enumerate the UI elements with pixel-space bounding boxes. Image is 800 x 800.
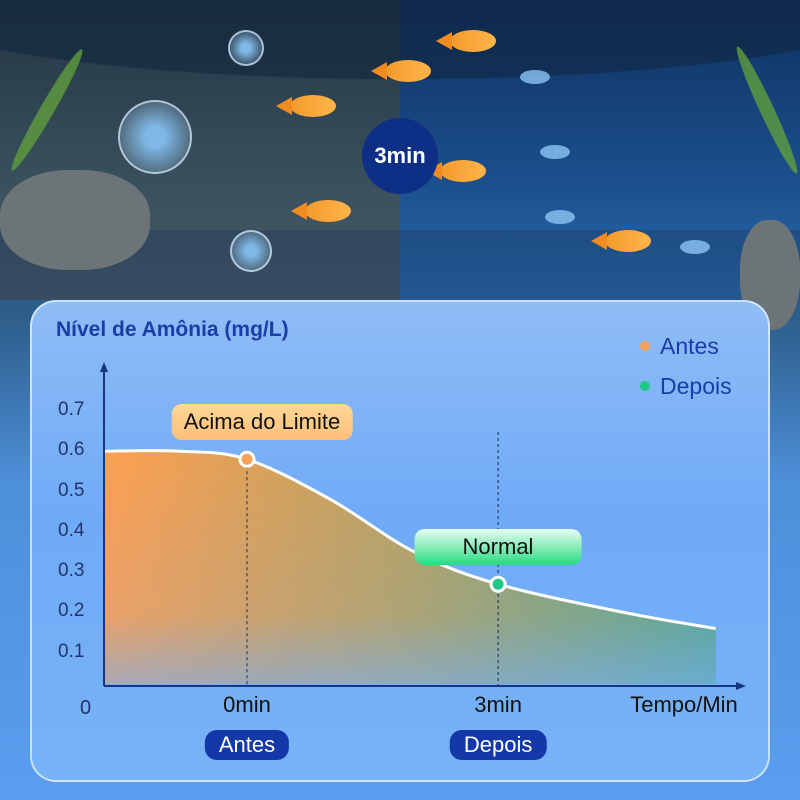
x-tick-label: 3min bbox=[474, 692, 522, 717]
annotation-antes: Acima do Limite bbox=[171, 404, 353, 440]
rock bbox=[0, 170, 150, 270]
time-badge: 3min bbox=[362, 118, 438, 194]
x-tick-label: 0min bbox=[223, 692, 271, 717]
y-tick-label: 0.4 bbox=[58, 519, 85, 541]
data-point-antes bbox=[238, 450, 256, 468]
legend-label: Depois bbox=[660, 372, 732, 399]
chart-title: Nível de Amônia (mg/L) bbox=[56, 318, 289, 341]
x-axis-arrow-icon bbox=[736, 682, 746, 690]
y-tick-label: 0.6 bbox=[58, 439, 85, 461]
legend: Antes Depois bbox=[640, 326, 732, 406]
x-axis-label: Tempo/Min bbox=[630, 692, 738, 717]
y-axis-arrow-icon bbox=[100, 362, 108, 372]
green-dot-icon bbox=[640, 381, 650, 391]
bacteria-bubble-icon bbox=[118, 100, 192, 174]
legend-item-depois: Depois bbox=[640, 366, 732, 406]
y-tick-label: 0.5 bbox=[58, 479, 85, 501]
orange-dot-icon bbox=[640, 341, 650, 351]
bacteria-bubble-icon bbox=[230, 230, 272, 272]
tag-depois: Depois bbox=[449, 730, 547, 760]
fish bbox=[540, 145, 570, 159]
y-tick-label: 0.2 bbox=[58, 600, 85, 622]
tag-antes: Antes bbox=[204, 730, 290, 760]
legend-label: Antes bbox=[660, 332, 719, 359]
legend-item-antes: Antes bbox=[640, 326, 732, 366]
annotation-depois: Normal bbox=[414, 529, 582, 565]
fish bbox=[520, 70, 550, 84]
y-tick-label: 0.3 bbox=[58, 560, 85, 582]
fish bbox=[545, 210, 575, 224]
y-tick-label: 0.1 bbox=[58, 640, 85, 662]
fish bbox=[291, 200, 351, 222]
data-point-depois bbox=[489, 575, 507, 593]
fish bbox=[276, 95, 336, 117]
area-fill bbox=[104, 450, 716, 684]
fish bbox=[436, 30, 496, 52]
origin-label: 0 bbox=[80, 697, 92, 719]
y-tick-label: 0.7 bbox=[58, 398, 85, 420]
series-line bbox=[104, 449, 716, 630]
bubble-icon bbox=[228, 30, 264, 66]
fish bbox=[371, 60, 431, 82]
fish bbox=[680, 240, 710, 254]
fish bbox=[591, 230, 651, 252]
